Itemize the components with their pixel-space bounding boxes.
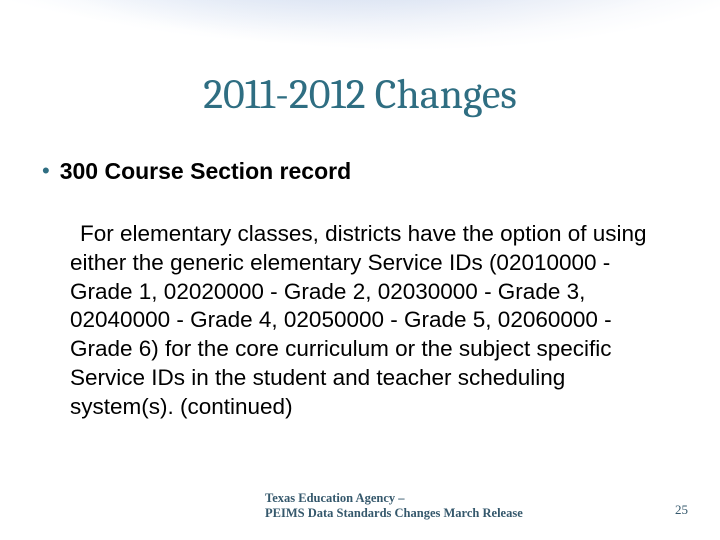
page-number: 25 [675,502,688,518]
footer-line-2: PEIMS Data Standards Changes March Relea… [265,506,585,522]
body-paragraph: For elementary classes, districts have t… [70,220,665,422]
bullet-text: 300 Course Section record [60,157,351,185]
decorative-waves [0,0,720,60]
bullet-item: • 300 Course Section record [42,157,682,185]
wave-1 [0,0,720,60]
wave-3 [0,0,720,52]
slide-title: 2011-2012 Changes [0,70,720,119]
bullet-marker: • [42,157,50,185]
wave-2 [0,0,720,60]
footer-block: Texas Education Agency – PEIMS Data Stan… [265,491,585,522]
footer-line-1: Texas Education Agency – [265,491,585,507]
